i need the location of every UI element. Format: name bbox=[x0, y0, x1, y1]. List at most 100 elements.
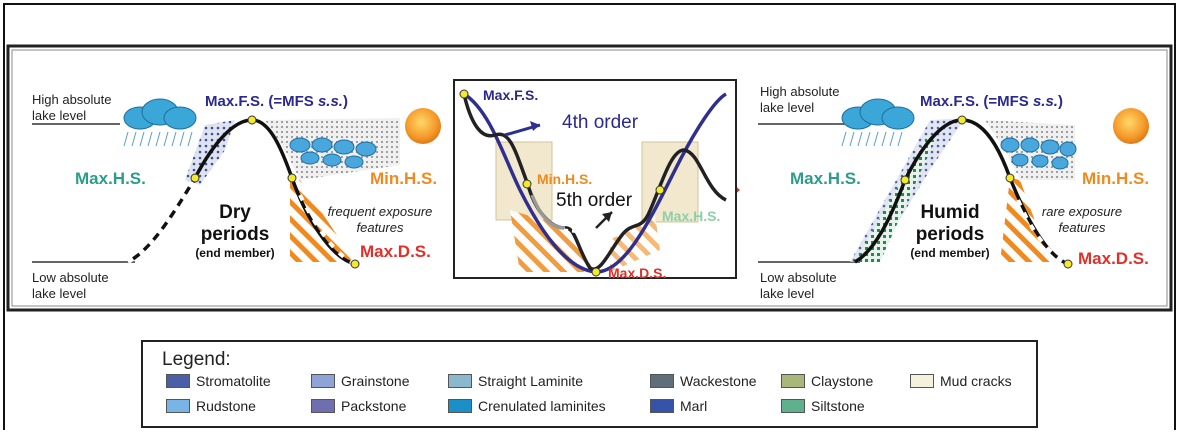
center-max-ds-label: Max.D.S. bbox=[608, 265, 666, 281]
right-min-hs-label: Min.H.S. bbox=[1082, 169, 1149, 188]
marl-swatch bbox=[650, 399, 674, 413]
stromatolite-swatch bbox=[166, 374, 190, 388]
rudstone-swatch bbox=[166, 399, 190, 413]
laminite-fill bbox=[265, 118, 400, 180]
legend-item-stromatolite: Stromatolite bbox=[166, 373, 271, 389]
center-panel: Max.F.S. 4th order Min.H.S. 5th order Ma… bbox=[453, 79, 737, 281]
legend-item-siltstone: Siltstone bbox=[781, 398, 865, 414]
center-max-ds-point bbox=[591, 267, 601, 277]
legend-label: Packstone bbox=[341, 398, 407, 414]
crenulated-laminites-swatch bbox=[448, 399, 472, 413]
rudstone-blobs bbox=[289, 137, 377, 169]
rain-cloud-icon bbox=[123, 98, 197, 147]
right-exposure-label-2: features bbox=[1059, 220, 1106, 235]
legend-label: Marl bbox=[680, 398, 708, 414]
sun-icon bbox=[405, 108, 441, 144]
max-fs-label: Max.F.S. (=MFS s.s.) bbox=[205, 93, 348, 110]
right-curve-dash-overlay bbox=[1016, 199, 1069, 266]
period-title-1: Dry bbox=[219, 202, 251, 223]
legend-item-mud-cracks: Mud cracks bbox=[910, 373, 1012, 389]
right-max-fs-point bbox=[957, 115, 967, 125]
right-low-level-label-2: lake level bbox=[760, 286, 814, 301]
right-min-hs-point bbox=[1005, 173, 1015, 183]
max-ds-point bbox=[350, 259, 360, 269]
right-max-hs-point bbox=[900, 175, 910, 185]
end-member-label: (end member) bbox=[195, 246, 274, 260]
legend-title: Legend: bbox=[162, 349, 231, 370]
left-panel: High absolute lake level Low absolute la… bbox=[32, 92, 441, 301]
high-level-label-2: lake level bbox=[32, 108, 86, 123]
center-max-fs-label: Max.F.S. bbox=[483, 87, 538, 103]
diagram-panel-inner-border bbox=[11, 49, 1168, 307]
exposure-label-1: frequent exposure bbox=[328, 204, 433, 219]
fifth-order-arrowhead-icon bbox=[602, 212, 612, 222]
packstone-swatch bbox=[311, 399, 335, 413]
low-level-label-2: lake level bbox=[32, 286, 86, 301]
right-rudstone-blobs bbox=[1000, 137, 1077, 170]
right-max-ds-label: Max.D.S. bbox=[1078, 249, 1149, 268]
straight-laminite-swatch bbox=[448, 374, 472, 388]
period-title-2: periods bbox=[201, 224, 270, 245]
fifth-order-dash bbox=[563, 228, 581, 234]
legend-item-packstone: Packstone bbox=[311, 398, 406, 414]
exposure-hatch bbox=[290, 178, 355, 262]
max-fs-point bbox=[247, 115, 257, 125]
right-max-hs-label: Max.H.S. bbox=[790, 169, 861, 188]
low-level-label-1: Low absolute bbox=[32, 270, 109, 285]
max-hs-point bbox=[190, 173, 200, 183]
right-period-title-2: periods bbox=[916, 224, 985, 245]
max-ds-label: Max.D.S. bbox=[360, 242, 431, 261]
center-max-hs-point bbox=[655, 185, 665, 195]
legend-label: Grainstone bbox=[341, 373, 410, 389]
right-end-member-label: (end member) bbox=[910, 246, 989, 260]
right-max-ds-point bbox=[1063, 259, 1073, 269]
legend-item-rudstone: Rudstone bbox=[166, 398, 256, 414]
fifth-order-segment bbox=[530, 194, 566, 230]
legend-item-wackestone: Wackestone bbox=[650, 373, 757, 389]
min-hs-point bbox=[287, 173, 297, 183]
fifth-order-curve bbox=[462, 93, 727, 271]
legend-label: Claystone bbox=[811, 373, 874, 389]
min-hs-label: Min.H.S. bbox=[370, 169, 437, 188]
legend-label: Rudstone bbox=[196, 398, 256, 414]
right-low-level-label-1: Low absolute bbox=[760, 270, 837, 285]
fifth-order-label: 5th order bbox=[556, 190, 633, 211]
center-max-hs-label: Max.H.S. bbox=[662, 208, 720, 224]
right-exposure-hatch bbox=[1000, 178, 1050, 262]
high-level-label-1: High absolute bbox=[32, 92, 112, 107]
right-rain-cloud-icon bbox=[841, 98, 915, 147]
legend-item-crenulated-laminites: Crenulated laminites bbox=[448, 398, 606, 414]
right-exposure-label-1: rare exposure bbox=[1042, 204, 1122, 219]
legend-label: Mud cracks bbox=[940, 373, 1012, 389]
legend-label: Crenulated laminites bbox=[478, 398, 606, 414]
right-max-fs-label: Max.F.S. (=MFS s.s.) bbox=[920, 93, 1063, 110]
right-sun-icon bbox=[1113, 108, 1149, 144]
legend-item-claystone: Claystone bbox=[781, 373, 873, 389]
mud-cracks-swatch bbox=[910, 374, 934, 388]
fourth-order-arrowhead-icon bbox=[530, 121, 540, 131]
grainstone-swatch bbox=[311, 374, 335, 388]
center-min-hs-point bbox=[522, 179, 532, 189]
fourth-order-label: 4th order bbox=[562, 112, 639, 133]
right-panel: High absolute lake level Low absolute la… bbox=[758, 84, 1149, 301]
legend-item-grainstone: Grainstone bbox=[311, 373, 409, 389]
exposure-label-2: features bbox=[357, 220, 404, 235]
legend-item-straight-laminite: Straight Laminite bbox=[448, 373, 583, 389]
legend-box bbox=[141, 340, 1038, 428]
center-min-hs-label: Min.H.S. bbox=[537, 171, 592, 187]
right-high-level-label-1: High absolute bbox=[760, 84, 840, 99]
legend-item-marl: Marl bbox=[650, 398, 707, 414]
wackestone-swatch bbox=[650, 374, 674, 388]
right-high-level-label-2: lake level bbox=[760, 100, 814, 115]
legend-label: Siltstone bbox=[811, 398, 865, 414]
center-max-fs-point bbox=[459, 89, 469, 99]
curve-dash-overlay bbox=[127, 176, 197, 264]
legend-label: Straight Laminite bbox=[478, 373, 584, 389]
max-hs-label: Max.H.S. bbox=[75, 169, 146, 188]
legend-label: Wackestone bbox=[680, 373, 757, 389]
right-period-title-1: Humid bbox=[920, 202, 979, 223]
legend-label: Stromatolite bbox=[196, 373, 271, 389]
siltstone-swatch bbox=[781, 399, 805, 413]
